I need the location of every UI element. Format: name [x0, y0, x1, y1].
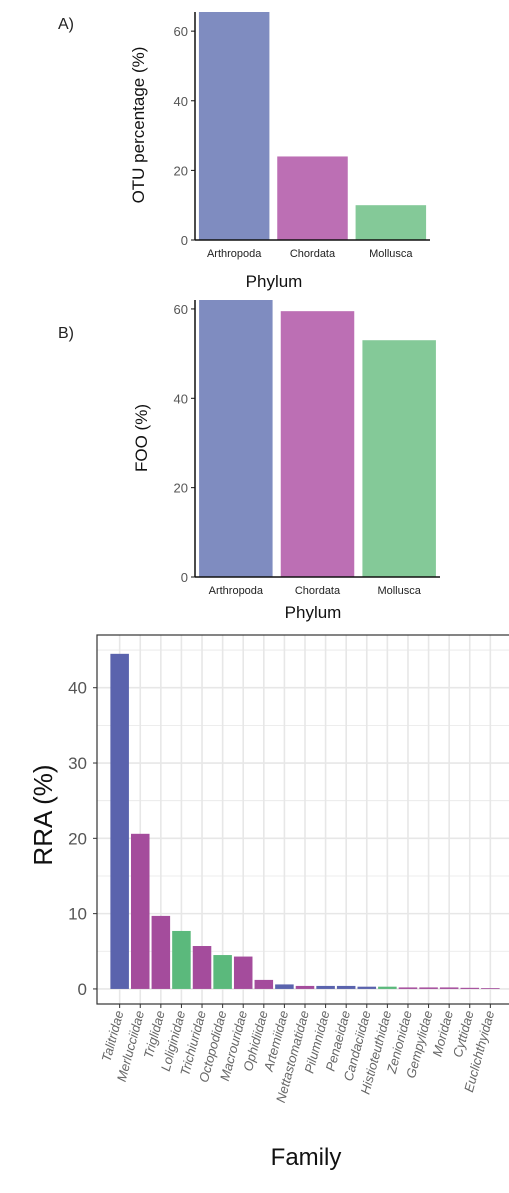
panel-b-bars [199, 300, 436, 577]
bar-cyttidae [460, 987, 480, 989]
bar-chordata [277, 156, 348, 240]
bar-arthropoda [199, 300, 273, 577]
x-tick-label-arthropoda: Arthropoda [209, 585, 264, 597]
bar-merlucciidae [130, 833, 150, 989]
panel-b-label: B) [58, 325, 74, 342]
bar-macrouridae [233, 956, 253, 989]
panel-c-y-title: RRA (%) [28, 764, 58, 865]
x-tick-label-chordata: Chordata [295, 585, 341, 597]
y-tick-label-10: 10 [68, 905, 87, 924]
panel-a-y-title: OTU percentage (%) [129, 47, 148, 204]
y-tick-label-0: 0 [78, 980, 87, 999]
bar-ophidiidae [254, 979, 274, 989]
panel-a-bars [198, 12, 427, 240]
bar-pilumnidae [316, 985, 335, 989]
y-tick-label-0: 0 [181, 570, 188, 585]
x-tick-label-chordata: Chordata [290, 248, 336, 260]
panel-c-y-ticks: 0 10 20 30 40 [68, 679, 97, 999]
bar-histioteuthidae [378, 986, 397, 989]
bar-octopodidae [213, 955, 232, 989]
bar-artemiidae [275, 984, 294, 989]
panel-c-x-title: Family [271, 1144, 342, 1171]
panel-c-bars [110, 653, 500, 989]
bar-nettastomatidae [295, 985, 315, 989]
y-tick-label-0: 0 [181, 233, 188, 248]
panel-b-x-ticks: Arthropoda Chordata Mollusca [209, 585, 422, 597]
panel-a-y-ticks: 0 20 40 60 [174, 24, 195, 248]
bar-penaeidae [336, 985, 356, 989]
x-tick-label-arthropoda: Arthropoda [207, 248, 262, 260]
panel-a-x-title: Phylum [246, 272, 303, 291]
panel-a-x-ticks: Arthropoda Chordata Mollusca [207, 248, 413, 260]
x-tick-label-mollusca: Mollusca [377, 585, 421, 597]
bar-mollusca [362, 340, 436, 577]
y-tick-label-60: 60 [174, 24, 188, 39]
panel-b-x-title: Phylum [285, 603, 342, 622]
y-tick-label-30: 30 [68, 754, 87, 773]
bar-chordata [280, 311, 355, 577]
panel-b-chart: B) 0 20 40 60 Arthropoda Chordata Mollusca Ph… [58, 300, 440, 622]
bar-gempylidae [419, 987, 438, 989]
y-tick-label-40: 40 [174, 94, 188, 109]
y-tick-label-60: 60 [174, 302, 188, 317]
bar-trichiuridae [192, 946, 212, 989]
bar-talitridae [110, 653, 129, 989]
panel-b-y-ticks: 0 20 40 60 [174, 302, 195, 585]
bar-euclichthyidae [481, 988, 500, 989]
y-tick-label-20: 20 [174, 481, 188, 496]
bar-triglidae [151, 915, 171, 989]
panel-c-x-ticks: TalitridaeMerlucciidaeTriglidaeLoliginid… [99, 1004, 497, 1104]
panel-b-y-title: FOO (%) [132, 404, 151, 472]
y-tick-label-20: 20 [68, 829, 87, 848]
bar-moridae [439, 987, 459, 989]
panel-c-chart: 0 10 20 30 40 TalitridaeMerlucciidaeTriglida… [28, 634, 509, 1171]
panel-a-chart: A) 0 20 40 60 Arthropoda Chordata Mollusca Ph… [58, 12, 430, 291]
bar-arthropoda [198, 12, 270, 240]
panel-a-label: A) [58, 16, 74, 33]
bar-candaciidae [357, 986, 377, 989]
y-tick-label-40: 40 [174, 391, 188, 406]
bar-mollusca [355, 205, 427, 240]
bar-loliginidae [172, 930, 191, 989]
y-tick-label-20: 20 [174, 163, 188, 178]
bar-zenionidae [398, 987, 418, 989]
x-tick-label-mollusca: Mollusca [369, 248, 413, 260]
y-tick-label-40: 40 [68, 679, 87, 698]
